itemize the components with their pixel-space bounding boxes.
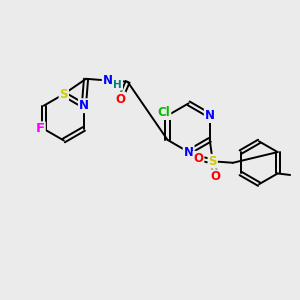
Text: S: S (60, 88, 68, 100)
Text: N: N (79, 99, 89, 112)
Text: O: O (115, 92, 125, 106)
Text: H: H (113, 80, 122, 90)
Text: Cl: Cl (158, 106, 170, 119)
Text: N: N (103, 74, 113, 87)
Text: O: O (211, 170, 221, 183)
Text: F: F (36, 122, 45, 135)
Text: S: S (208, 155, 217, 168)
Text: N: N (184, 146, 194, 159)
Text: O: O (194, 152, 203, 165)
Text: N: N (205, 109, 215, 122)
